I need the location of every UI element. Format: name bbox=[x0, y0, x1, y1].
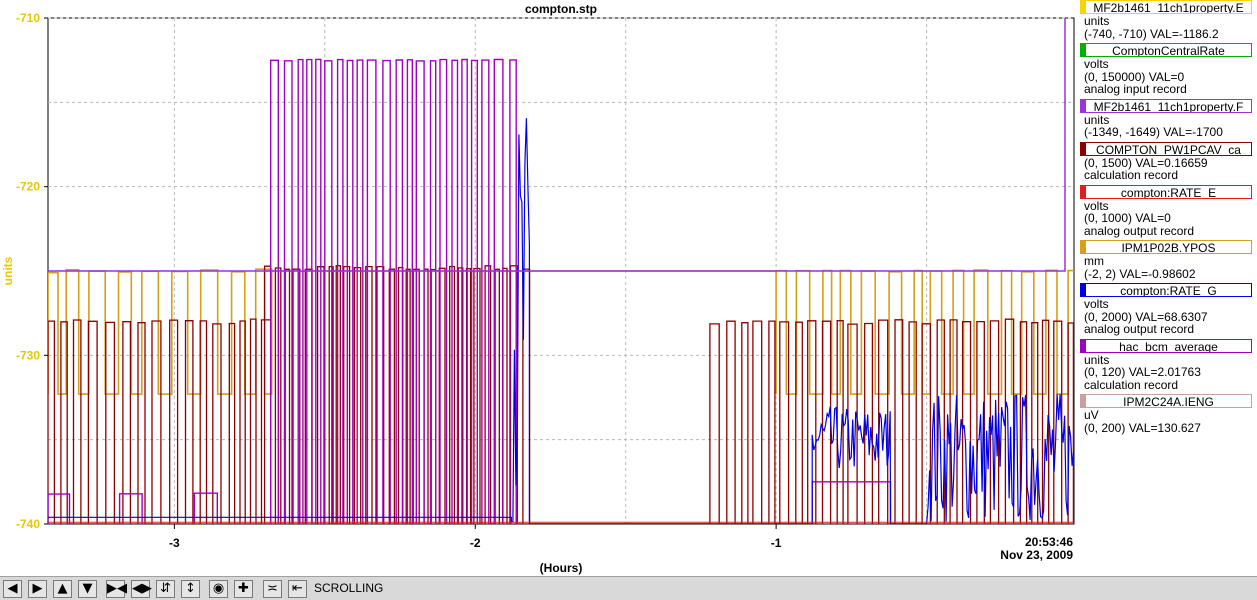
x-tick-label: -1 bbox=[771, 536, 782, 550]
legend-detail: (0, 2000) VAL=68.6307 bbox=[1084, 309, 1208, 324]
legend-detail: (-1349, -1649) VAL=-1700 bbox=[1084, 125, 1223, 139]
legend-entry-8[interactable]: IPM2C24A.IENG bbox=[1080, 394, 1252, 408]
legend-detail: (0, 200) VAL=130.627 bbox=[1084, 420, 1201, 435]
plus-icon[interactable]: ✚ bbox=[234, 580, 253, 598]
x-axis-label: (Hours) bbox=[540, 561, 583, 575]
legend-detail: volts bbox=[1084, 297, 1109, 311]
strip-chart: compton.stp -740 -730 -720 -710 units -3 -2 -1 20… bbox=[1, 2, 1075, 575]
legend-entry-1[interactable]: ComptonCentralRate bbox=[1080, 43, 1252, 57]
y-tick-label: -740 bbox=[16, 517, 40, 531]
series-line-hac-bcm-average bbox=[48, 58, 1074, 524]
legend-entry-7[interactable]: hac_bcm_average bbox=[1080, 338, 1252, 353]
legend-detail: analog output record bbox=[1084, 322, 1195, 336]
compress-y-icon[interactable]: ⇵ bbox=[156, 580, 175, 598]
fit-icon[interactable]: ≍ bbox=[263, 580, 282, 598]
legend-detail: units bbox=[1084, 14, 1110, 28]
legend-detail: volts bbox=[1084, 198, 1109, 213]
right-arrow-icon[interactable]: ▶ bbox=[28, 580, 47, 598]
legend-detail: analog output record bbox=[1084, 223, 1195, 238]
y-tick-label: -720 bbox=[16, 180, 40, 194]
compress-x-icon[interactable]: ▶◀ bbox=[106, 580, 127, 598]
left-arrow-icon[interactable]: ◀ bbox=[3, 580, 22, 598]
legend-detail: (0, 1500) VAL=0.16659 bbox=[1084, 155, 1208, 170]
legend-detail: (0, 120) VAL=2.01763 bbox=[1084, 365, 1201, 379]
back-icon[interactable]: ⇤ bbox=[288, 580, 307, 598]
legend-detail: uV bbox=[1084, 408, 1099, 422]
legend-detail: mm bbox=[1084, 254, 1104, 268]
legend-detail: (-2, 2) VAL=-0.98602 bbox=[1084, 266, 1196, 281]
legend-detail: (-740, -710) VAL=-1186.2 bbox=[1084, 26, 1219, 41]
chart-title: compton.stp bbox=[525, 2, 597, 16]
legend-entry-6[interactable]: compton:RATE_G bbox=[1080, 283, 1252, 297]
down-arrow-icon[interactable]: ▼ bbox=[78, 580, 97, 598]
legend-detail: (0, 1000) VAL=0 bbox=[1084, 211, 1171, 225]
series-line-compton-pw1pcav-ca bbox=[48, 264, 1074, 524]
legend-entry-3[interactable]: COMPTON_PW1PCAV_ca bbox=[1080, 141, 1252, 156]
y-tick-label: -710 bbox=[16, 11, 40, 25]
status-label: SCROLLING bbox=[314, 581, 384, 595]
end-time-label: 20:53:46 bbox=[1025, 535, 1073, 549]
legend-detail: (0, 150000) VAL=0 bbox=[1084, 69, 1185, 84]
y-tick-label: -730 bbox=[16, 348, 40, 362]
legend-detail: units bbox=[1084, 352, 1110, 367]
end-date-label: Nov 23, 2009 bbox=[1000, 548, 1073, 562]
expand-x-icon[interactable]: ◀▶ bbox=[131, 580, 152, 598]
chart-area: compton.stp -740 -730 -720 -710 units -3 -2 -1 20… bbox=[1, 0, 1257, 575]
up-arrow-icon[interactable]: ▲ bbox=[53, 580, 72, 598]
legend-detail: volts bbox=[1084, 57, 1109, 71]
legend-entry-0[interactable]: MF2b1461_11ch1property.E bbox=[1080, 0, 1252, 14]
y-axis-label: units bbox=[1, 256, 15, 285]
toolbar: ◀ ▶ ▲ ▼ ▶◀ ◀▶ ⇵ ↕ ◉ ✚ ≍ ⇤ SCROLLING bbox=[0, 576, 1257, 600]
legend-detail: units bbox=[1084, 112, 1110, 127]
circle-icon[interactable]: ◉ bbox=[209, 580, 228, 598]
legend: MF2b1461_11ch1property.E units (-740, -710… bbox=[1078, 0, 1257, 575]
legend-detail: calculation record bbox=[1084, 168, 1179, 182]
expand-y-icon[interactable]: ↕ bbox=[181, 580, 200, 598]
series-line-mf2b1461-f bbox=[48, 18, 1066, 272]
legend-entry-4[interactable]: compton:RATE_E bbox=[1080, 184, 1252, 199]
x-tick-label: -2 bbox=[470, 536, 481, 550]
legend-detail: analog input record bbox=[1084, 82, 1187, 96]
x-tick-label: -3 bbox=[169, 536, 180, 550]
legend-entry-5[interactable]: IPM1P02B.YPOS bbox=[1080, 240, 1252, 254]
series-group bbox=[48, 18, 1074, 524]
legend-detail: calculation record bbox=[1084, 377, 1179, 392]
legend-entry-2[interactable]: MF2b1461_11ch1property.F bbox=[1080, 98, 1252, 113]
